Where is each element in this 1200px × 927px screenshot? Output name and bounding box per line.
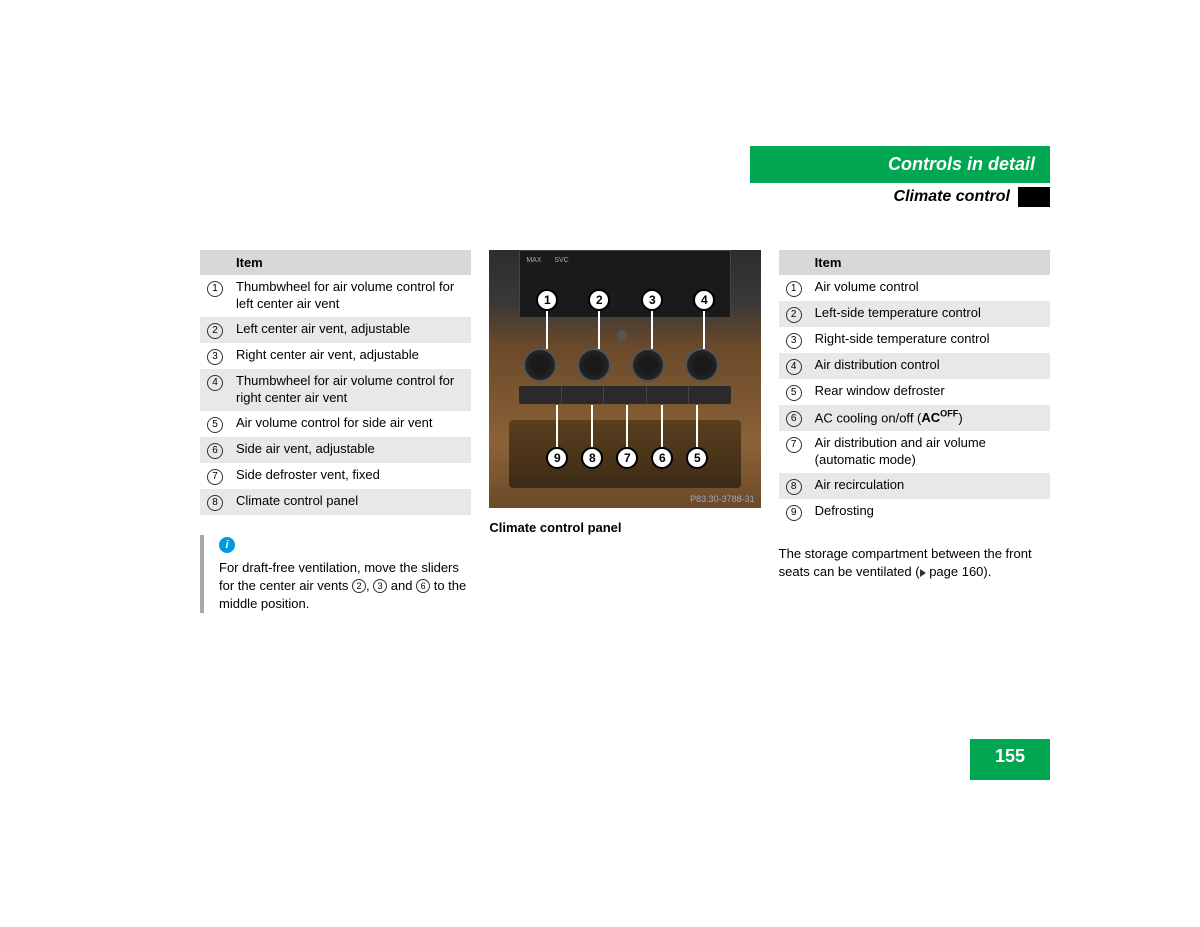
row-num-icon: 2	[207, 323, 223, 339]
row-num-icon: 7	[207, 469, 223, 485]
info-icon: i	[219, 537, 235, 553]
callout-line	[556, 405, 558, 447]
row-num-icon: 4	[207, 375, 223, 391]
callout-line	[626, 405, 628, 447]
row-num-icon: 7	[786, 437, 802, 453]
table-row: 1 Thumbwheel for air volume control for l…	[200, 275, 471, 317]
row-num-icon: 3	[786, 333, 802, 349]
row-num-icon: 5	[207, 417, 223, 433]
table-row: 7 Air distribution and air volume (automa…	[779, 431, 1050, 473]
row-text: Air recirculation	[809, 473, 1050, 499]
row-text: AC cooling on/off (ACOFF)	[809, 405, 1050, 431]
row-text: Right center air vent, adjustable	[230, 343, 471, 369]
info-text: For draft-free ventilation, move the sli…	[219, 559, 471, 614]
row-num-icon: 4	[786, 359, 802, 375]
screen-label-max: MAX	[526, 257, 541, 264]
header-subtitle-row: Climate control	[750, 183, 1050, 211]
table-row: 1 Air volume control	[779, 275, 1050, 301]
dial-4	[685, 348, 719, 382]
row-num-icon: 1	[786, 281, 802, 297]
row-text: Side air vent, adjustable	[230, 437, 471, 463]
callout-line	[591, 405, 593, 447]
table-row: 3 Right center air vent, adjustable	[200, 343, 471, 369]
table-row: 9 Defrosting	[779, 499, 1050, 525]
climate-panel-diagram: MAX SVC 123456789 P83.30-3788-31	[489, 250, 760, 508]
row-text: Rear window defroster	[809, 379, 1050, 405]
table-row: 8 Climate control panel	[200, 489, 471, 515]
row-num-icon: 1	[207, 281, 223, 297]
header-subtitle: Climate control	[750, 183, 1018, 211]
table-row: 6 AC cooling on/off (ACOFF)	[779, 405, 1050, 431]
table-row: 2 Left-side temperature control	[779, 301, 1050, 327]
row-text: Left-side temperature control	[809, 301, 1050, 327]
header-title: Controls in detail	[750, 146, 1050, 183]
storage-note: The storage compartment between the fron…	[779, 545, 1050, 581]
vent-top	[617, 330, 627, 340]
info-note: i For draft-free ventilation, move the s…	[200, 535, 471, 614]
table-row: 7 Side defroster vent, fixed	[200, 463, 471, 489]
right-column: Item 1 Air volume control 2 Left-side tempe…	[779, 250, 1050, 613]
callout-line	[546, 311, 548, 349]
table-row: 5 Air volume control for side air vent	[200, 411, 471, 437]
row-text: Left center air vent, adjustable	[230, 317, 471, 343]
row-text: Air volume control	[809, 275, 1050, 301]
row-text: Defrosting	[809, 499, 1050, 525]
image-reference: P83.30-3788-31	[690, 494, 755, 504]
page-header: Controls in detail Climate control	[750, 146, 1050, 211]
row-num-icon: 8	[786, 479, 802, 495]
table-row: 4 Air distribution control	[779, 353, 1050, 379]
row-num-icon: 6	[207, 443, 223, 459]
row-num-icon: 3	[207, 349, 223, 365]
triangle-icon	[920, 569, 926, 577]
screen-label-svc: SVC	[554, 257, 568, 264]
table-row: 6 Side air vent, adjustable	[200, 437, 471, 463]
middle-column: MAX SVC 123456789 P83.30-3788-31 Climate…	[489, 250, 760, 613]
dial-3	[631, 348, 665, 382]
table-row: 2 Left center air vent, adjustable	[200, 317, 471, 343]
callout-line	[598, 311, 600, 349]
right-item-table: Item 1 Air volume control 2 Left-side tempe…	[779, 250, 1050, 525]
table-row: 5 Rear window defroster	[779, 379, 1050, 405]
callout-line	[661, 405, 663, 447]
row-num-icon: 8	[207, 495, 223, 511]
button-row	[519, 386, 730, 404]
table-row: 8 Air recirculation	[779, 473, 1050, 499]
left-table-header: Item	[230, 250, 471, 275]
row-text: Thumbwheel for air volume control for le…	[230, 275, 471, 317]
content-columns: Item 1 Thumbwheel for air volume control …	[200, 250, 1050, 613]
header-tab-marker	[1018, 187, 1050, 207]
diagram-caption: Climate control panel	[489, 520, 760, 535]
callout-line	[651, 311, 653, 349]
left-item-table: Item 1 Thumbwheel for air volume control …	[200, 250, 471, 515]
row-text: Climate control panel	[230, 489, 471, 515]
left-column: Item 1 Thumbwheel for air volume control …	[200, 250, 471, 613]
row-text: Thumbwheel for air volume control for ri…	[230, 369, 471, 411]
callout-line	[696, 405, 698, 447]
row-text: Side defroster vent, fixed	[230, 463, 471, 489]
callout-line	[703, 311, 705, 349]
row-num-icon: 5	[786, 385, 802, 401]
row-text: Right-side temperature control	[809, 327, 1050, 353]
table-row: 3 Right-side temperature control	[779, 327, 1050, 353]
dial-2	[577, 348, 611, 382]
row-text: Air distribution and air volume (automat…	[809, 431, 1050, 473]
right-table-header: Item	[809, 250, 1050, 275]
table-row: 4 Thumbwheel for air volume control for r…	[200, 369, 471, 411]
row-num-icon: 9	[786, 505, 802, 521]
row-num-icon: 6	[786, 411, 802, 427]
row-num-icon: 2	[786, 307, 802, 323]
row-text: Air distribution control	[809, 353, 1050, 379]
page-number: 155	[970, 739, 1050, 780]
dial-1	[523, 348, 557, 382]
row-text: Air volume control for side air vent	[230, 411, 471, 437]
